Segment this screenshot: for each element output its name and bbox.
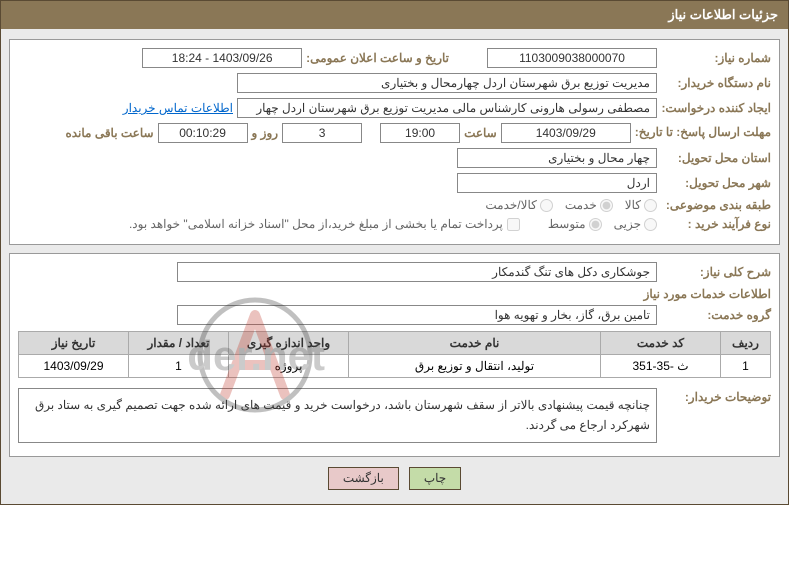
col-name: نام خدمت: [349, 332, 601, 355]
panel-body: شماره نیاز: 1103009038000070 تاریخ و ساع…: [1, 29, 788, 504]
buyer-org-label: نام دستگاه خریدار:: [661, 76, 771, 90]
buyer-note-label: توضیحات خریدار:: [661, 384, 771, 404]
table-header-row: ردیف کد خدمت نام خدمت واحد اندازه گیری ت…: [19, 332, 771, 355]
radio-service-input[interactable]: [600, 199, 613, 212]
table-row: 1 ث -35-351 تولید، انتقال و توزیع برق پر…: [19, 355, 771, 378]
row-need-number: شماره نیاز: 1103009038000070 تاریخ و ساع…: [18, 48, 771, 68]
radio-goods-label: کالا: [625, 198, 641, 212]
group-label: گروه خدمت:: [661, 308, 771, 322]
process-label: نوع فرآیند خرید :: [661, 217, 771, 231]
form-box: شماره نیاز: 1103009038000070 تاریخ و ساع…: [9, 39, 780, 245]
days-and-label: روز و: [252, 126, 279, 140]
need-number-field: 1103009038000070: [487, 48, 657, 68]
requester-field: مصطفی رسولی هارونی کارشناس مالی مدیریت ت…: [237, 98, 657, 118]
announce-field: 1403/09/26 - 18:24: [142, 48, 302, 68]
row-requester: ایجاد کننده درخواست: مصطفی رسولی هارونی …: [18, 98, 771, 118]
requester-label: ایجاد کننده درخواست:: [661, 101, 771, 115]
radio-minor-label: جزیی: [614, 217, 641, 231]
province-field: چهار محال و بختیاری: [457, 148, 657, 168]
cell-name: تولید، انتقال و توزیع برق: [349, 355, 601, 378]
radio-service-label: خدمت: [565, 198, 597, 212]
deadline-date-field: 1403/09/29: [501, 123, 631, 143]
hours-remaining-field: 00:10:29: [158, 123, 248, 143]
print-button[interactable]: چاپ: [409, 467, 461, 490]
cell-date: 1403/09/29: [19, 355, 129, 378]
radio-medium-label: متوسط: [548, 217, 586, 231]
cell-qty: 1: [129, 355, 229, 378]
city-label: شهر محل تحویل:: [661, 176, 771, 190]
footer-buttons: چاپ بازگشت: [9, 457, 780, 494]
radio-minor-input[interactable]: [644, 218, 657, 231]
hours-remaining-label: ساعت باقی مانده: [65, 126, 153, 140]
col-date: تاریخ نیاز: [19, 332, 129, 355]
row-city: شهر محل تحویل: اردل: [18, 173, 771, 193]
row-buyer-note: توضیحات خریدار: چنانچه قیمت پیشنهادی بال…: [18, 384, 771, 443]
category-radio-group: کالا خدمت کالا/خدمت: [485, 198, 657, 212]
cell-row: 1: [721, 355, 771, 378]
service-table: ردیف کد خدمت نام خدمت واحد اندازه گیری ت…: [18, 331, 771, 378]
radio-goods[interactable]: کالا: [625, 198, 657, 212]
radio-service[interactable]: خدمت: [565, 198, 613, 212]
radio-both[interactable]: کالا/خدمت: [485, 198, 552, 212]
contact-link[interactable]: اطلاعات تماس خریدار: [123, 101, 233, 115]
payment-note: پرداخت تمام یا بخشی از مبلغ خرید،از محل …: [129, 217, 503, 231]
row-process: نوع فرآیند خرید : جزیی متوسط پرداخت تمام…: [18, 217, 771, 231]
col-code: کد خدمت: [601, 332, 721, 355]
row-general-desc: شرح کلی نیاز: جوشکاری دکل های تنگ گندمکا…: [18, 262, 771, 282]
cell-unit: پروژه: [229, 355, 349, 378]
buyer-note-field: چنانچه قیمت پیشنهادی بالاتر از سقف شهرست…: [18, 388, 657, 443]
radio-medium-input[interactable]: [589, 218, 602, 231]
general-desc-field: جوشکاری دکل های تنگ گندمکار: [177, 262, 657, 282]
days-remaining-field: 3: [282, 123, 362, 143]
deadline-time-field: 19:00: [380, 123, 460, 143]
row-category: طبقه بندی موضوعی: کالا خدمت کالا/خدمت: [18, 198, 771, 212]
radio-medium[interactable]: متوسط: [548, 217, 602, 231]
announce-label: تاریخ و ساعت اعلان عمومی:: [306, 51, 449, 65]
city-field: اردل: [457, 173, 657, 193]
group-field: تامین برق، گاز، بخار و تهویه هوا: [177, 305, 657, 325]
category-label: طبقه بندی موضوعی:: [661, 198, 771, 212]
row-service-group: گروه خدمت: تامین برق، گاز، بخار و تهویه …: [18, 305, 771, 325]
general-label: شرح کلی نیاز:: [661, 265, 771, 279]
row-deadline: مهلت ارسال پاسخ: تا تاریخ: 1403/09/29 سا…: [18, 123, 771, 143]
panel-title: جزئیات اطلاعات نیاز: [1, 1, 788, 29]
row-buyer-org: نام دستگاه خریدار: مدیریت توزیع برق شهرس…: [18, 73, 771, 93]
province-label: استان محل تحویل:: [661, 151, 771, 165]
payment-checkbox-input[interactable]: [507, 218, 520, 231]
time-label: ساعت: [464, 126, 497, 140]
details-box: AriaTender.net شرح کلی نیاز: جوشکاری دکل…: [9, 253, 780, 457]
col-qty: تعداد / مقدار: [129, 332, 229, 355]
radio-both-input[interactable]: [540, 199, 553, 212]
deadline-label: مهلت ارسال پاسخ: تا تاریخ:: [635, 125, 771, 141]
services-header: اطلاعات خدمات مورد نیاز: [18, 287, 771, 301]
cell-code: ث -35-351: [601, 355, 721, 378]
row-province: استان محل تحویل: چهار محال و بختیاری: [18, 148, 771, 168]
radio-goods-input[interactable]: [644, 199, 657, 212]
col-row: ردیف: [721, 332, 771, 355]
radio-both-label: کالا/خدمت: [485, 198, 536, 212]
process-radio-group: جزیی متوسط: [548, 217, 657, 231]
payment-checkbox[interactable]: پرداخت تمام یا بخشی از مبلغ خرید،از محل …: [129, 217, 520, 231]
need-number-label: شماره نیاز:: [661, 51, 771, 65]
back-button[interactable]: بازگشت: [328, 467, 399, 490]
details-panel: جزئیات اطلاعات نیاز شماره نیاز: 11030090…: [0, 0, 789, 505]
buyer-org-field: مدیریت توزیع برق شهرستان اردل چهارمحال و…: [237, 73, 657, 93]
col-unit: واحد اندازه گیری: [229, 332, 349, 355]
radio-minor[interactable]: جزیی: [614, 217, 657, 231]
